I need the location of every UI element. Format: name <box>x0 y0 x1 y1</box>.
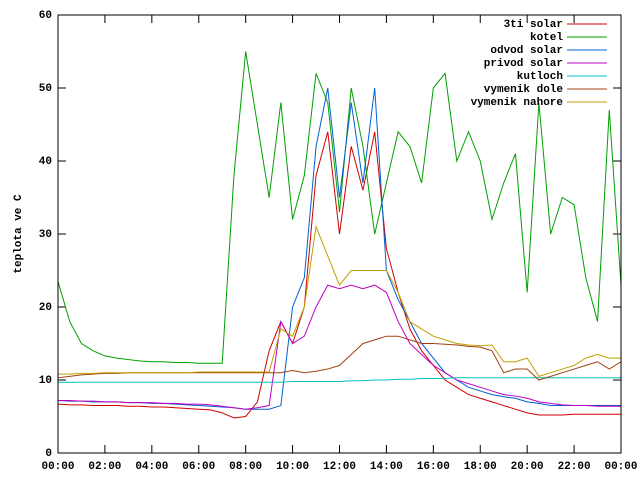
legend-label: privod solar <box>484 58 563 70</box>
plot-border <box>57 14 622 454</box>
x-tick-label: 20:00 <box>511 461 544 473</box>
legend-label: kutloch <box>517 71 563 83</box>
x-tick-label: 18:00 <box>464 461 497 473</box>
x-tick-label: 14:00 <box>370 461 403 473</box>
series-line <box>58 224 621 377</box>
legend-label: vymenik nahore <box>471 97 564 109</box>
legend-label: vymenik dole <box>484 84 564 96</box>
series-line <box>57 87 621 410</box>
y-tick-label: 50 <box>39 83 52 95</box>
x-tick-label: 16:00 <box>417 461 450 473</box>
series-line <box>57 51 622 364</box>
legend-label: odvod solar <box>490 45 563 57</box>
x-tick-label: 00:00 <box>604 461 637 473</box>
x-tick-label: 10:00 <box>276 461 309 473</box>
y-axis-label: teplota ve C <box>13 194 25 274</box>
series-line <box>57 131 621 419</box>
legend-label: kotel <box>530 32 563 44</box>
x-tick-label: 22:00 <box>558 461 591 473</box>
series-line <box>58 284 621 410</box>
x-tick-label: 04:00 <box>135 461 168 473</box>
x-tick-label: 00:00 <box>41 461 74 473</box>
legend-label: 3ti solar <box>504 19 563 31</box>
y-tick-label: 30 <box>39 229 52 241</box>
y-tick-label: 0 <box>45 448 52 460</box>
x-tick-label: 12:00 <box>323 461 356 473</box>
x-tick-label: 06:00 <box>182 461 215 473</box>
series-line <box>58 377 621 383</box>
x-tick-label: 02:00 <box>88 461 121 473</box>
y-tick-label: 40 <box>39 156 52 168</box>
y-tick-label: 20 <box>39 302 52 314</box>
y-tick-label: 10 <box>39 375 52 387</box>
y-tick-label: 60 <box>39 10 52 22</box>
x-tick-label: 08:00 <box>229 461 262 473</box>
